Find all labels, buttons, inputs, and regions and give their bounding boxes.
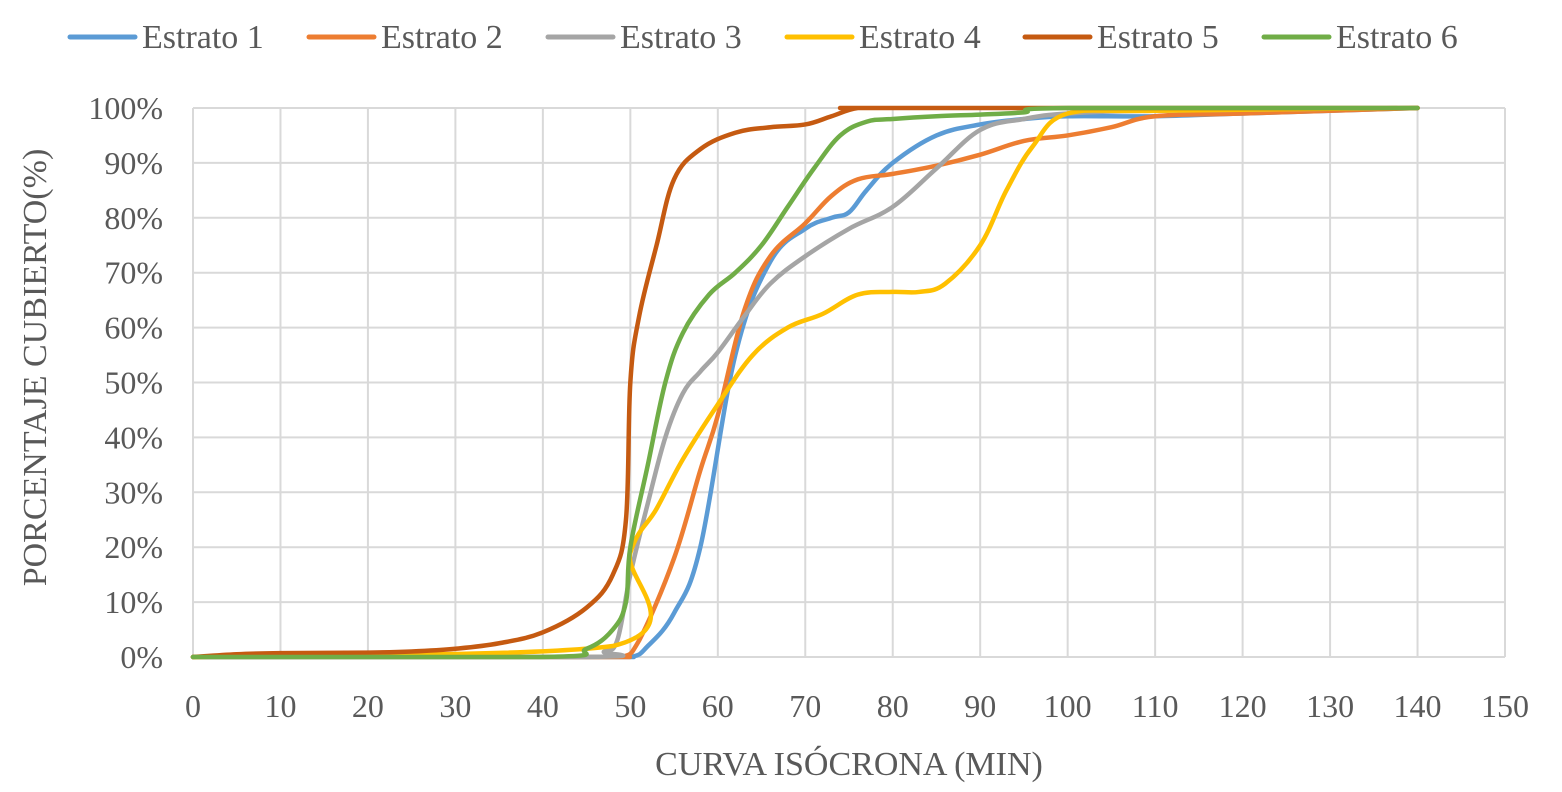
x-tick-label: 80 xyxy=(877,688,909,724)
x-tick-label: 130 xyxy=(1306,688,1354,724)
x-tick-label: 20 xyxy=(352,688,384,724)
series-line-estrato-6 xyxy=(190,105,1420,660)
y-tick-label: 0% xyxy=(120,639,163,675)
legend-label-estrato-4: Estrato 4 xyxy=(859,19,981,56)
legend-label-estrato-6: Estrato 6 xyxy=(1336,19,1458,56)
gridlines xyxy=(192,107,1506,658)
x-tick-label: 120 xyxy=(1219,688,1267,724)
x-tick-label: 60 xyxy=(702,688,734,724)
legend: Estrato 1 Estrato 2 Estrato 3 Estrato 4 Estr… xyxy=(67,19,1458,56)
x-tick-label: 40 xyxy=(527,688,559,724)
x-tick-label: 90 xyxy=(964,688,996,724)
x-tick-label: 10 xyxy=(264,688,296,724)
series-line-estrato-4 xyxy=(190,105,1420,660)
y-axis-ticks: 0% 10% 20% 30% 40% 50% 60% 70% 80% 90% 100% xyxy=(88,90,163,675)
y-tick-label: 30% xyxy=(104,474,163,510)
series-line-estrato-2 xyxy=(190,105,1420,660)
x-tick-label: 30 xyxy=(439,688,471,724)
legend-label-estrato-5: Estrato 5 xyxy=(1097,19,1219,56)
series-lines xyxy=(190,105,1420,660)
legend-label-estrato-1: Estrato 1 xyxy=(142,19,264,56)
x-tick-label: 70 xyxy=(789,688,821,724)
series-line-estrato-3 xyxy=(190,105,1420,660)
x-tick-label: 100 xyxy=(1044,688,1092,724)
x-tick-label: 150 xyxy=(1481,688,1529,724)
y-tick-label: 60% xyxy=(104,310,163,346)
series-line-estrato-1 xyxy=(190,105,1420,660)
legend-label-estrato-3: Estrato 3 xyxy=(620,19,742,56)
y-tick-label: 70% xyxy=(104,255,163,291)
x-tick-label: 50 xyxy=(614,688,646,724)
x-axis-ticks: 0 10 20 30 40 50 60 70 80 90 100 110 120 130 140 150 xyxy=(185,688,1529,724)
y-tick-label: 90% xyxy=(104,145,163,181)
x-tick-label: 140 xyxy=(1394,688,1442,724)
x-tick-label: 0 xyxy=(185,688,201,724)
y-tick-label: 20% xyxy=(104,529,163,565)
y-tick-label: 100% xyxy=(88,90,163,126)
y-tick-label: 80% xyxy=(104,200,163,236)
x-axis-title: CURVA ISÓCRONA (MIN) xyxy=(655,745,1043,783)
y-tick-label: 50% xyxy=(104,365,163,401)
y-tick-label: 10% xyxy=(104,584,163,620)
legend-label-estrato-2: Estrato 2 xyxy=(381,19,503,56)
x-tick-label: 110 xyxy=(1132,688,1179,724)
series-line-estrato-5 xyxy=(190,105,1420,660)
y-tick-label: 40% xyxy=(104,419,163,455)
y-axis-title: PORCENTAJE CUBIERTO(%) xyxy=(17,149,54,587)
